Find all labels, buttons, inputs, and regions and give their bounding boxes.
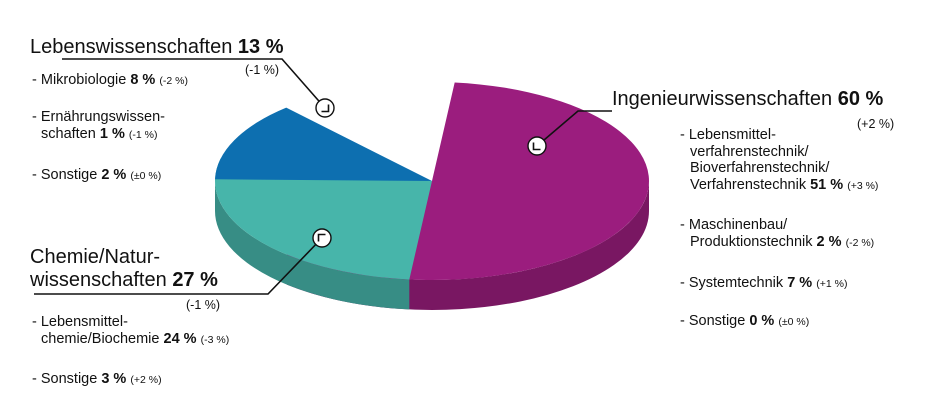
legend-leben-change: (-1 %) (245, 63, 280, 77)
marker-corner-leben (321, 104, 330, 113)
pie-slice-leben (215, 107, 432, 181)
legend-leben-sub-1: - Mikrobiologie 8 % (-2 %) (32, 72, 188, 88)
legend-ingenieur-sub-4: - Sonstige 0 % (±0 %) (680, 313, 810, 329)
legend-ingenieur-sub-3: - Systemtechnik 7 % (+1 %) (680, 275, 848, 291)
marker-corner-ingenieur (532, 142, 541, 151)
legend-ingenieur-sub-1: - Lebensmittel- verfahrenstechnik/ Biove… (680, 127, 879, 194)
pie-slice-chemie (215, 158, 432, 280)
legend-chemie-title: Chemie/Natur- wissenschaften 27 % (30, 246, 218, 291)
legend-leben-title: Lebenswissenschaften 13 % (30, 36, 284, 58)
leader-line-chemie (34, 237, 323, 295)
pie-side-chemie (215, 181, 410, 310)
leader-line-leben (62, 58, 326, 109)
marker-ingenieur (527, 136, 547, 156)
legend-ingenieur-title: Ingenieurwissenschaften 60 % (612, 88, 884, 110)
legend-chemie-change: (-1 %) (186, 298, 221, 312)
legend-ingenieur-change: (+2 %) (857, 117, 895, 131)
legend-ingenieur-sub-2: - Maschinenbau/ Produktionstechnik 2 % (… (680, 217, 875, 250)
marker-corner-chemie (317, 233, 326, 242)
marker-chemie (312, 228, 332, 248)
legend-chemie-sub-2: - Sonstige 3 % (+2 %) (32, 371, 162, 387)
legend-chemie-sub-1: - Lebensmittel- chemie/Biochemie 24 % (-… (32, 314, 230, 347)
legend-leben-sub-3: - Sonstige 2 % (±0 %) (32, 167, 162, 183)
legend-leben-sub-2: - Ernährungswissen- schaften 1 % (-1 %) (32, 109, 165, 142)
marker-leben (315, 98, 335, 118)
leader-line-ingenieur (536, 110, 612, 147)
